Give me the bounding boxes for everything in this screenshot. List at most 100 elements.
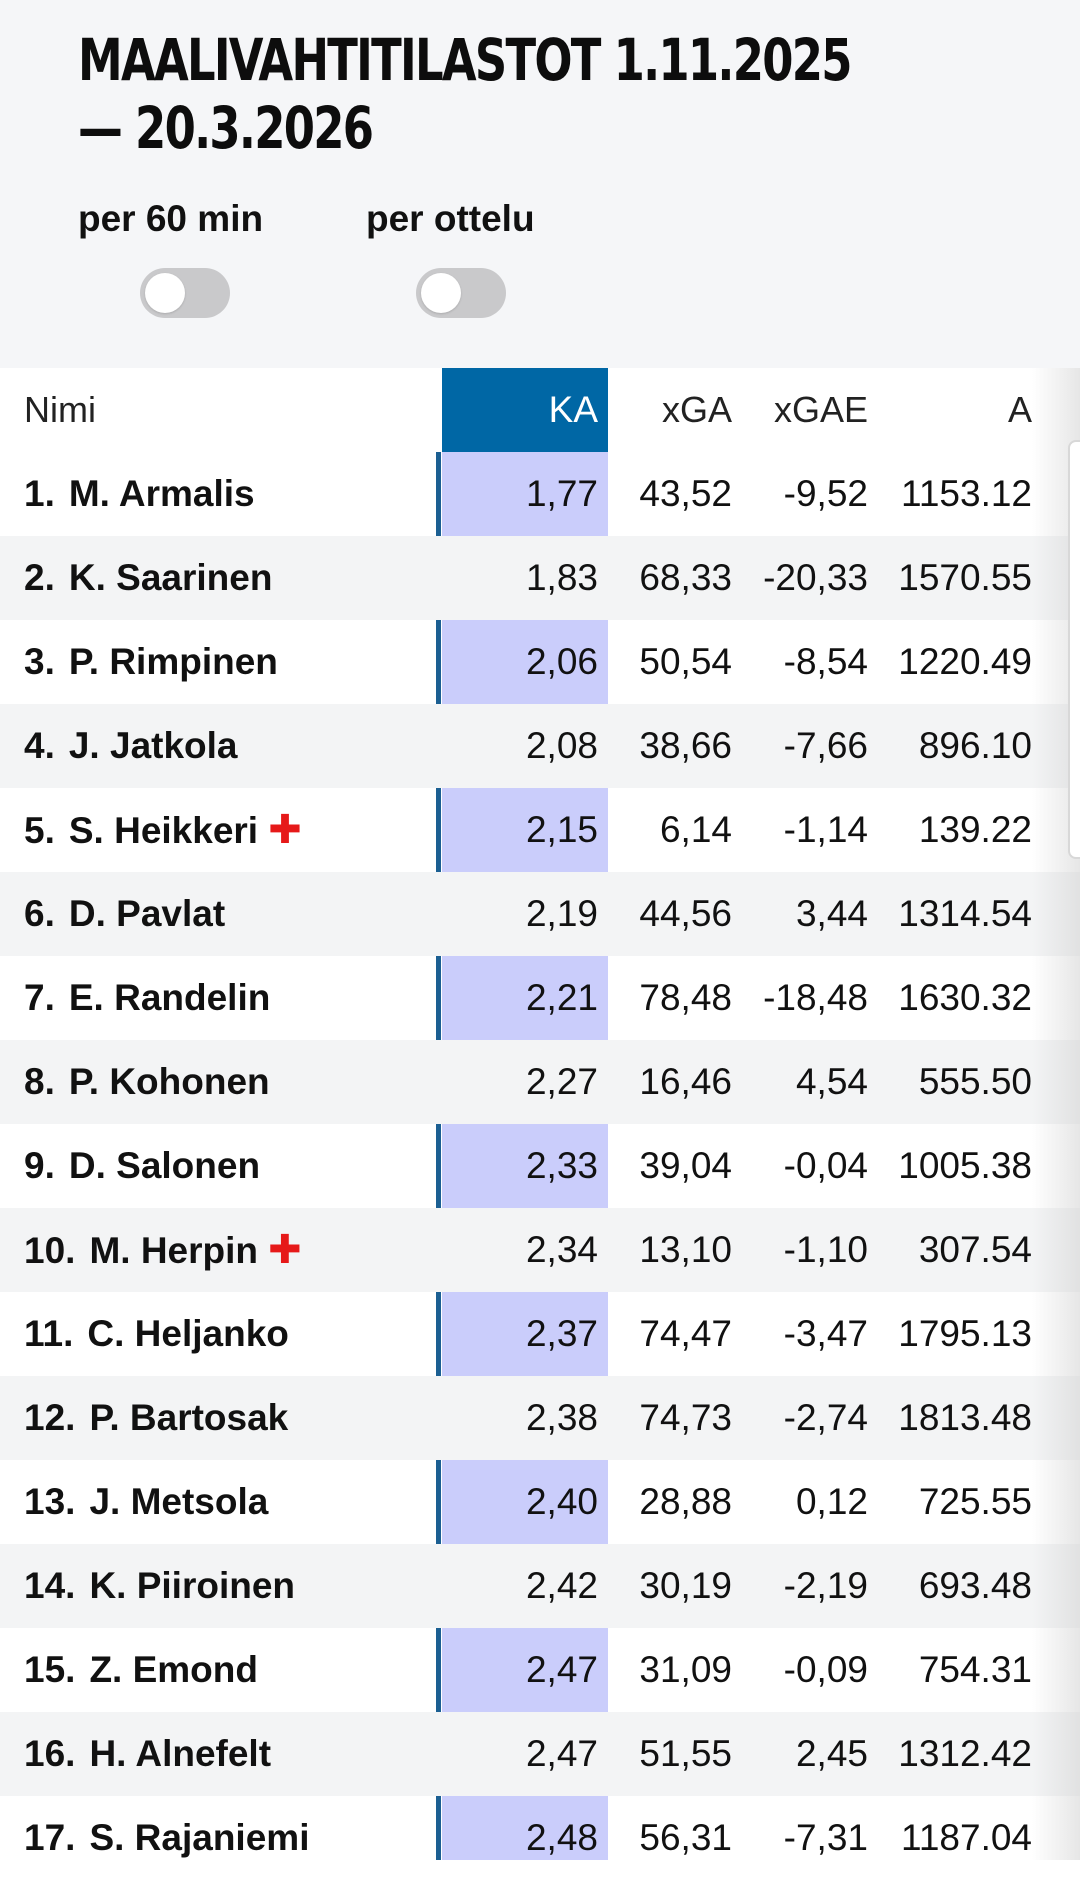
player-cell[interactable]: 11. C. Heljanko xyxy=(24,1292,289,1376)
player-name[interactable]: M. Herpin xyxy=(89,1230,258,1271)
table-row[interactable]: 4. J. Jatkola 2,08 38,66 -7,66 896.10 xyxy=(0,704,1080,788)
xgae-value: -7,31 xyxy=(783,1817,868,1858)
player-name[interactable]: K. Saarinen xyxy=(68,557,273,598)
ka-value: 2,34 xyxy=(525,1229,598,1270)
player-name[interactable]: D. Pavlat xyxy=(68,893,226,934)
player-rank: 13. xyxy=(24,1481,76,1522)
player-rank: 11. xyxy=(24,1313,74,1354)
table-row[interactable]: 8. P. Kohonen 2,27 16,46 4,54 555.50 xyxy=(0,1040,1080,1124)
ka-value: 2,38 xyxy=(525,1397,598,1438)
player-cell[interactable]: 4. J. Jatkola xyxy=(24,704,238,788)
player-cell[interactable]: 8. P. Kohonen xyxy=(24,1040,270,1124)
ka-value: 2,27 xyxy=(525,1061,598,1102)
table-row[interactable]: 16. H. Alnefelt 2,47 51,55 2,45 1312.42 xyxy=(0,1712,1080,1796)
table-row[interactable]: 3. P. Rimpinen 2,06 50,54 -8,54 1220.49 xyxy=(0,620,1080,704)
column-header-name[interactable]: Nimi xyxy=(24,389,96,430)
player-name[interactable]: M. Armalis xyxy=(68,473,255,514)
toggle-per-game-switch[interactable] xyxy=(416,268,506,318)
player-cell[interactable]: 1. M. Armalis xyxy=(24,452,255,536)
ka-value: 2,37 xyxy=(525,1313,598,1354)
switch-knob xyxy=(421,273,461,313)
table-row[interactable]: 13. J. Metsola 2,40 28,88 0,12 725.55 xyxy=(0,1460,1080,1544)
player-name[interactable]: J. Metsola xyxy=(89,1481,269,1522)
player-rank: 5. xyxy=(24,810,55,851)
player-cell[interactable]: 13. J. Metsola xyxy=(24,1460,268,1544)
player-name[interactable]: P. Bartosak xyxy=(89,1397,289,1438)
player-cell[interactable]: 7. E. Randelin xyxy=(24,956,270,1040)
table-row[interactable]: 5. S. Heikkeri ✚ 2,15 6,14 -1,14 139.22 xyxy=(0,788,1080,872)
player-cell[interactable]: 16. H. Alnefelt xyxy=(24,1712,271,1796)
a-value: 1314.54 xyxy=(898,893,1032,934)
player-name[interactable]: E. Randelin xyxy=(68,977,271,1018)
table-row[interactable]: 14. K. Piiroinen 2,42 30,19 -2,19 693.48 xyxy=(0,1544,1080,1628)
table-row[interactable]: 17. S. Rajaniemi 2,48 56,31 -7,31 1187.04 xyxy=(0,1796,1080,1880)
xga-value: 44,56 xyxy=(639,893,732,934)
player-name[interactable]: D. Salonen xyxy=(68,1145,261,1186)
a-value: 1312.42 xyxy=(898,1733,1032,1774)
column-header-xga[interactable]: xGA xyxy=(661,389,732,430)
player-cell[interactable]: 9. D. Salonen xyxy=(24,1124,260,1208)
ka-value: 2,42 xyxy=(525,1565,598,1606)
player-rank: 4. xyxy=(24,725,55,766)
player-name[interactable]: Z. Emond xyxy=(89,1649,258,1690)
column-header-ka[interactable]: KA xyxy=(442,368,608,452)
player-rank: 1. xyxy=(24,473,55,514)
column-header-a[interactable]: A xyxy=(1007,389,1032,430)
player-cell[interactable]: 10. M. Herpin ✚ xyxy=(24,1208,302,1292)
xgae-value: -0,09 xyxy=(783,1649,868,1690)
filter-header: MAALIVAHTITILASTOT 1.11.2025 — 20.3.2026… xyxy=(0,0,1080,368)
xgae-value: -1,10 xyxy=(783,1229,868,1270)
player-rank: 10. xyxy=(24,1230,76,1271)
player-cell[interactable]: 15. Z. Emond xyxy=(24,1628,258,1712)
ka-value: 2,08 xyxy=(525,725,598,766)
ka-value: 1,77 xyxy=(525,473,598,514)
xgae-value: 3,44 xyxy=(795,893,868,934)
table-row[interactable]: 11. C. Heljanko 2,37 74,47 -3,47 1795.13 xyxy=(0,1292,1080,1376)
player-cell[interactable]: 2. K. Saarinen xyxy=(24,536,272,620)
player-rank: 17. xyxy=(24,1817,76,1858)
ka-value: 2,33 xyxy=(525,1145,598,1186)
table-row[interactable]: 1. M. Armalis 1,77 43,52 -9,52 1153.12 xyxy=(0,452,1080,536)
player-name[interactable]: P. Kohonen xyxy=(68,1061,270,1102)
table-row[interactable]: 7. E. Randelin 2,21 78,48 -18,48 1630.32 xyxy=(0,956,1080,1040)
column-header-xgae[interactable]: xGAE xyxy=(773,389,868,430)
player-name[interactable]: C. Heljanko xyxy=(87,1313,289,1354)
page-title: MAALIVAHTITILASTOT 1.11.2025 — 20.3.2026 xyxy=(78,26,852,162)
a-value: 1813.48 xyxy=(898,1397,1032,1438)
player-name[interactable]: S. Rajaniemi xyxy=(89,1817,310,1858)
xga-value: 28,88 xyxy=(639,1481,732,1522)
player-cell[interactable]: 12. P. Bartosak xyxy=(24,1376,288,1460)
player-name[interactable]: K. Piiroinen xyxy=(89,1565,296,1606)
player-cell[interactable]: 14. K. Piiroinen xyxy=(24,1544,295,1628)
toggle-per-60-switch[interactable] xyxy=(140,268,230,318)
table-row[interactable]: 9. D. Salonen 2,33 39,04 -0,04 1005.38 xyxy=(0,1124,1080,1208)
xga-value: 74,73 xyxy=(639,1397,732,1438)
switch-knob xyxy=(145,273,185,313)
table-row[interactable]: 10. M. Herpin ✚ 2,34 13,10 -1,10 307.54 xyxy=(0,1208,1080,1292)
player-cell[interactable]: 17. S. Rajaniemi xyxy=(24,1796,309,1880)
injury-cross-icon: ✚ xyxy=(268,1228,302,1272)
table-row[interactable]: 15. Z. Emond 2,47 31,09 -0,09 754.31 xyxy=(0,1628,1080,1712)
table-row[interactable]: 12. P. Bartosak 2,38 74,73 -2,74 1813.48 xyxy=(0,1376,1080,1460)
xga-value: 78,48 xyxy=(639,977,732,1018)
player-cell[interactable]: 5. S. Heikkeri ✚ xyxy=(24,788,302,872)
horizontal-scroll-handle[interactable] xyxy=(1068,440,1080,859)
xga-value: 16,46 xyxy=(639,1061,732,1102)
a-value: 1153.12 xyxy=(901,473,1032,514)
xgae-value: -20,33 xyxy=(763,557,868,598)
toggle-per-game-group: per ottelu xyxy=(366,198,535,318)
player-name[interactable]: P. Rimpinen xyxy=(68,641,278,682)
player-name[interactable]: J. Jatkola xyxy=(68,725,238,766)
player-rank: 3. xyxy=(24,641,55,682)
xga-value: 30,19 xyxy=(639,1565,732,1606)
table-row[interactable]: 2. K. Saarinen 1,83 68,33 -20,33 1570.55 xyxy=(0,536,1080,620)
toggle-per-60-label: per 60 min xyxy=(78,198,264,239)
ka-value: 2,47 xyxy=(525,1649,598,1690)
player-cell[interactable]: 6. D. Pavlat xyxy=(24,872,225,956)
player-name[interactable]: H. Alnefelt xyxy=(89,1733,272,1774)
player-cell[interactable]: 3. P. Rimpinen xyxy=(24,620,278,704)
player-name[interactable]: S. Heikkeri xyxy=(68,810,259,851)
xga-value: 43,52 xyxy=(639,473,732,514)
a-value: 754.31 xyxy=(918,1649,1032,1690)
table-row[interactable]: 6. D. Pavlat 2,19 44,56 3,44 1314.54 xyxy=(0,872,1080,956)
